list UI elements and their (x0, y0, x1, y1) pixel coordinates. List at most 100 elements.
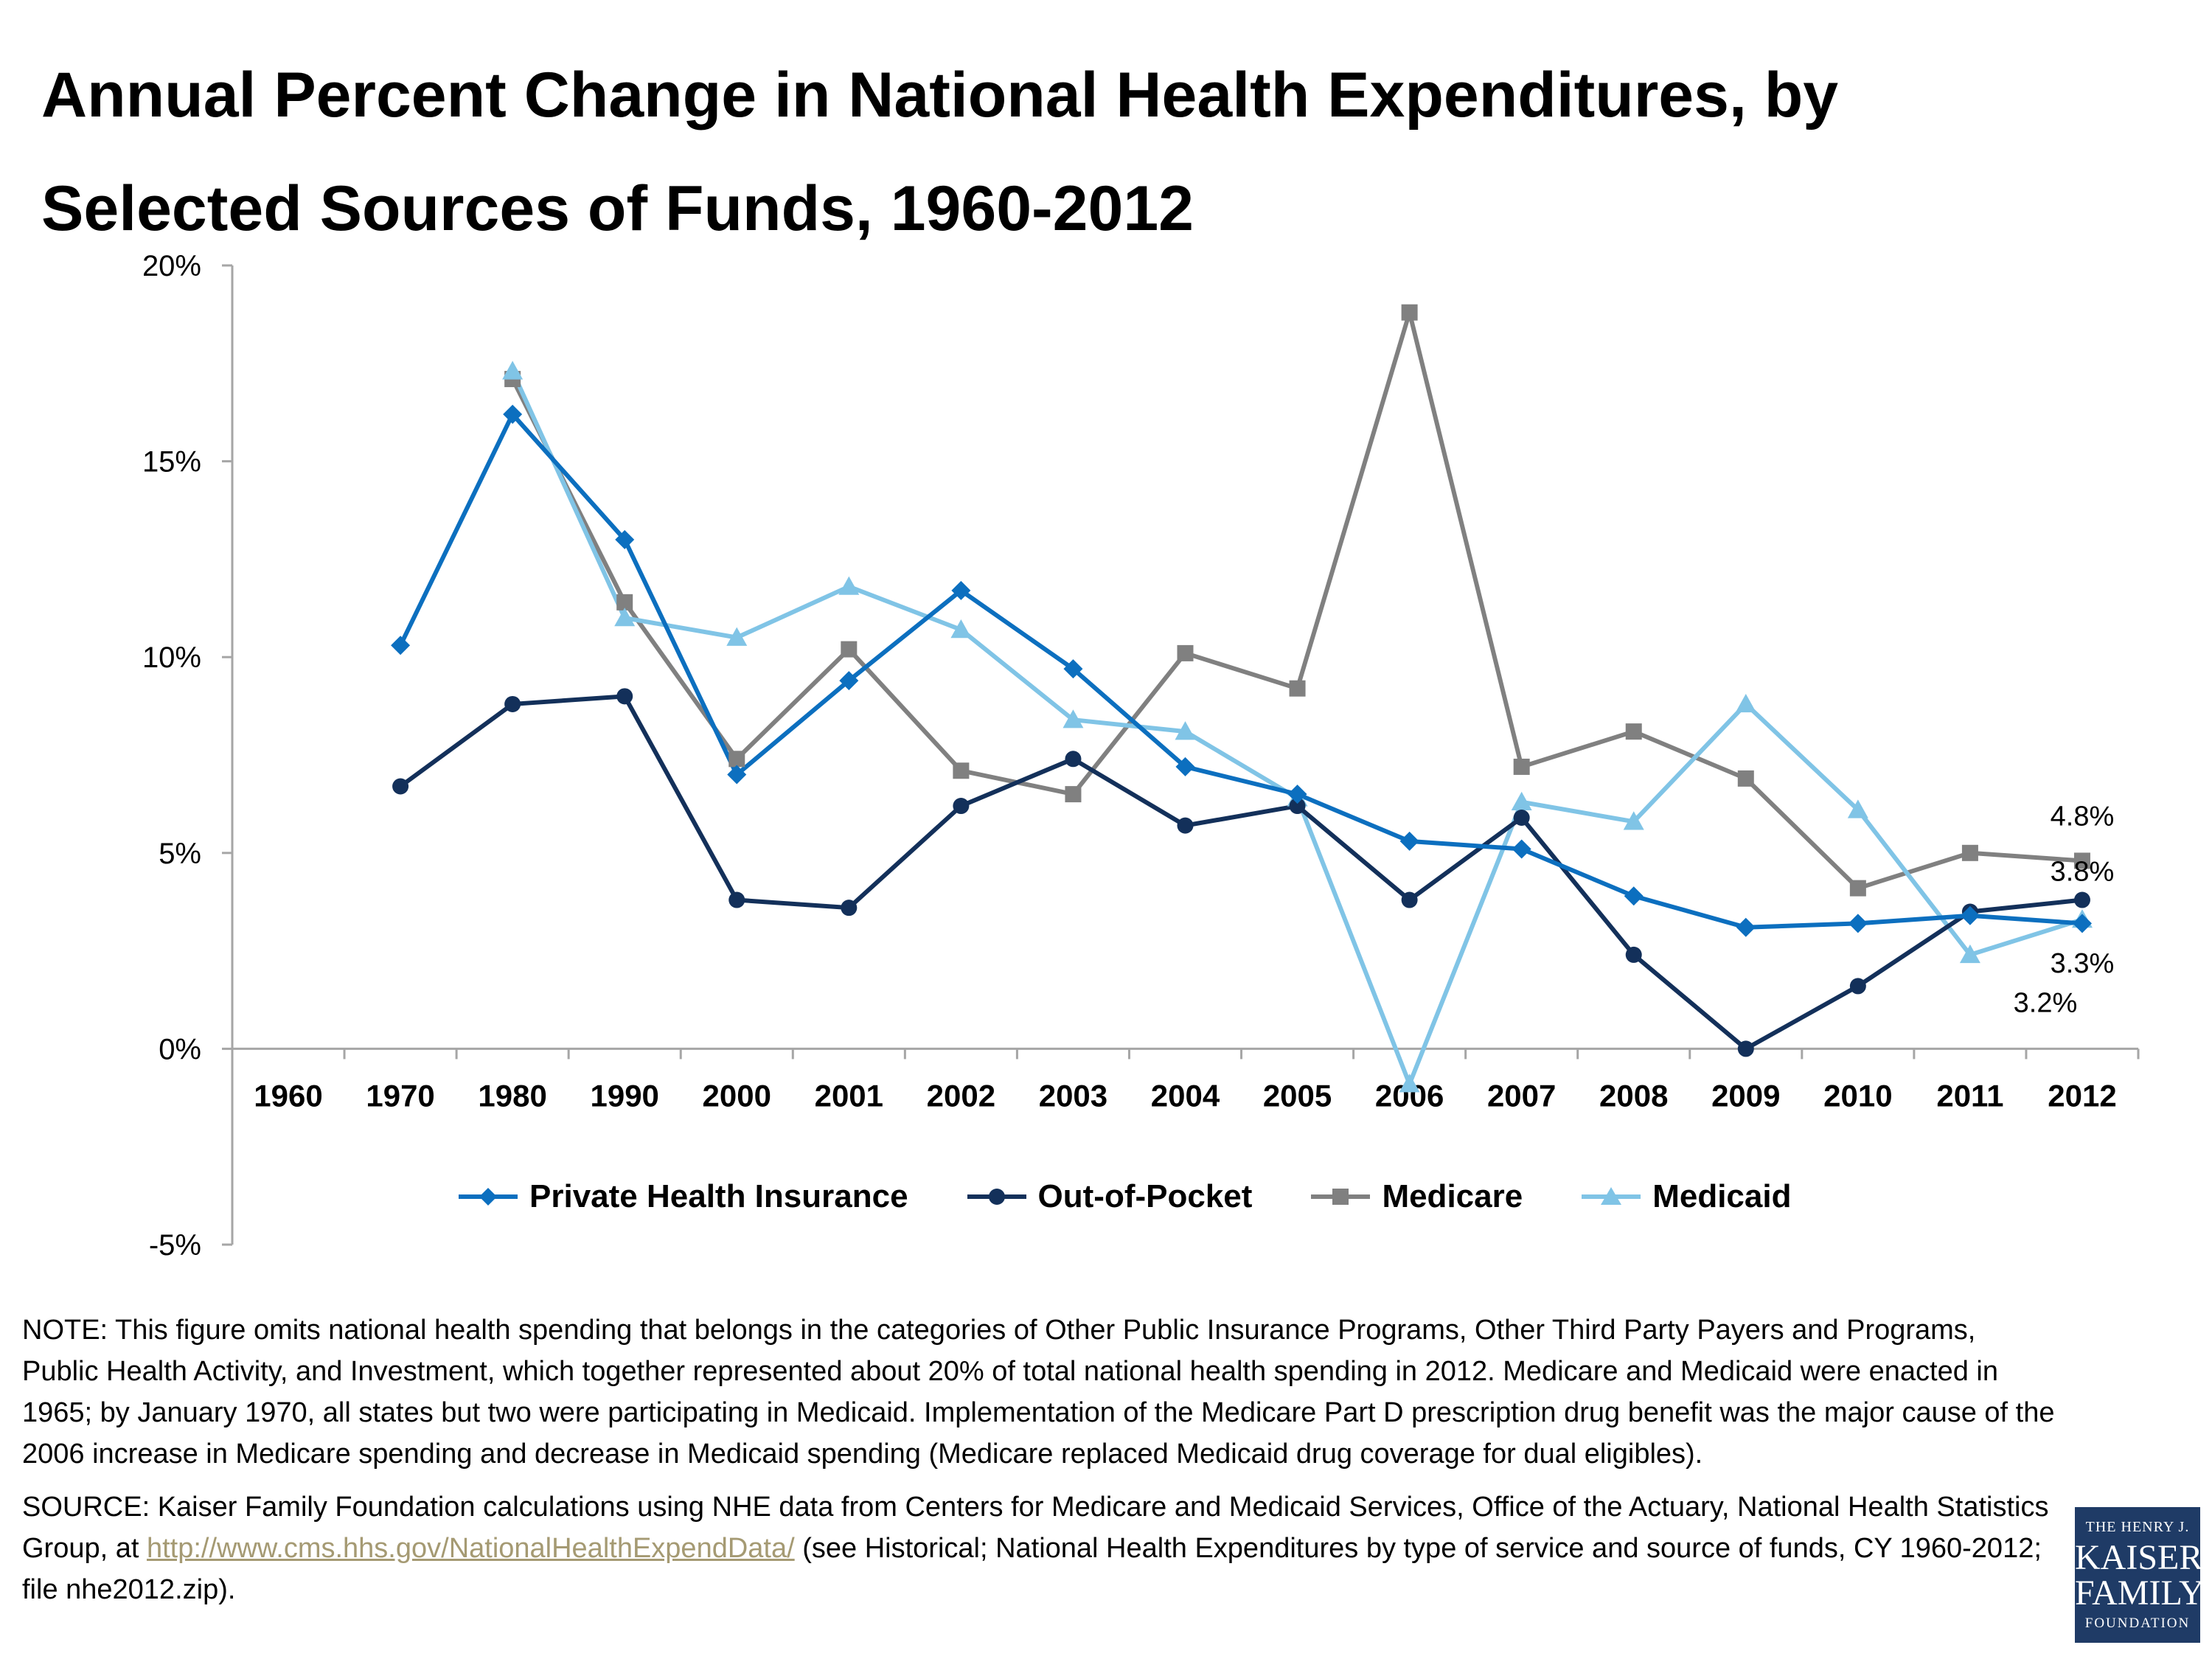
data-point-private-health-insurance (839, 671, 859, 691)
data-point-out-of-pocket (1737, 1040, 1754, 1057)
y-tick-label: 10% (142, 641, 201, 674)
series-line-out-of-pocket (399, 694, 2083, 1051)
y-tick-label: 15% (142, 446, 201, 479)
data-point-private-health-insurance (1736, 917, 1756, 937)
data-point-medicare (1513, 758, 1530, 775)
footnotes: NOTE: This figure omits national health … (22, 1310, 2057, 1622)
legend-item-out-of-pocket: Out-of-Pocket (966, 1178, 1253, 1215)
data-point-out-of-pocket (1065, 751, 1082, 768)
legend-label: Medicare (1382, 1178, 1523, 1214)
data-point-out-of-pocket (1401, 891, 1418, 908)
data-point-private-health-insurance (2072, 914, 2092, 933)
legend-swatch-medicare (1311, 1189, 1371, 1205)
legend-label: Out-of-Pocket (1037, 1178, 1253, 1214)
data-point-private-health-insurance (1175, 757, 1195, 776)
data-point-private-health-insurance (1624, 886, 1644, 906)
series-line-medicaid (510, 370, 2083, 1087)
x-tick-label: 2002 (927, 1078, 995, 1113)
data-point-out-of-pocket (953, 798, 970, 815)
data-point-private-health-insurance (1512, 839, 1531, 859)
data-point-private-health-insurance (391, 636, 411, 655)
data-point-medicaid (502, 361, 524, 380)
data-point-private-health-insurance (1063, 659, 1083, 679)
series-line-private-health-insurance (398, 411, 2083, 930)
data-label: 3.8% (2051, 857, 2115, 888)
legend-item-medicaid: Medicaid (1580, 1178, 1791, 1215)
data-point-medicaid (1735, 693, 1756, 713)
y-tick-label: 20% (142, 250, 201, 282)
data-point-medicaid (1511, 791, 1532, 810)
legend-label: Private Health Insurance (529, 1178, 908, 1214)
x-tick-label: 1990 (590, 1078, 658, 1113)
data-point-private-health-insurance (1287, 785, 1307, 804)
x-tick-label: 1980 (478, 1078, 546, 1113)
data-point-private-health-insurance (951, 580, 971, 600)
line-chart: 20% 15% 10% 5% 0% -5% 1960 1970 1980 1990 2000 2001… (142, 250, 2140, 1262)
data-point-out-of-pocket (1513, 809, 1530, 826)
data-point-out-of-pocket (392, 778, 409, 795)
x-tick-label: 2010 (1823, 1078, 1892, 1113)
data-point-private-health-insurance (1848, 914, 1868, 933)
data-point-medicare (1849, 880, 1866, 897)
data-point-private-health-insurance (1399, 831, 1419, 851)
source-suffix: (see Historical; National Health Expendi… (22, 1533, 2042, 1605)
legend-swatch-private-health-insurance (459, 1188, 518, 1206)
data-point-medicare (1961, 844, 1978, 861)
data-label: 3.2% (2014, 987, 2078, 1018)
data-point-medicaid (1062, 709, 1084, 728)
data-point-private-health-insurance (503, 404, 523, 424)
source-text: SOURCE: Kaiser Family Foundation calcula… (22, 1486, 2057, 1610)
data-point-medicaid (838, 576, 860, 595)
data-point-medicaid (614, 608, 636, 627)
x-tick-label: 2000 (703, 1078, 771, 1113)
x-tick-label: 2008 (1599, 1078, 1668, 1113)
source-prefix: SOURCE: Kaiser Family Foundation calcula… (22, 1492, 2049, 1564)
data-point-out-of-pocket (1625, 946, 1642, 963)
chart-title-line-2: Selected Sources of Funds, 1960-2012 (41, 173, 1194, 244)
data-point-medicare (2073, 852, 2090, 869)
x-tick-label: 2005 (1263, 1078, 1332, 1113)
logo-line-4: FOUNDATION (2084, 1615, 2191, 1631)
data-point-medicaid (950, 619, 972, 639)
data-point-medicare (1625, 723, 1642, 740)
data-point-medicaid (1847, 799, 1868, 818)
data-point-out-of-pocket (1289, 798, 1306, 815)
chart-title-line-1: Annual Percent Change in National Health… (41, 60, 1839, 131)
data-point-medicare (1737, 770, 1754, 787)
data-point-out-of-pocket (504, 695, 521, 712)
legend-item-medicare: Medicare (1310, 1178, 1523, 1215)
data-point-out-of-pocket (841, 900, 858, 917)
data-label: 3.3% (2051, 948, 2115, 979)
data-point-out-of-pocket (1177, 817, 1194, 834)
y-tick-label: -5% (149, 1229, 201, 1262)
y-tick-label: 5% (159, 838, 201, 870)
chart-title: Annual Percent Change in National Health… (41, 38, 2032, 265)
logo-line-2: KAISER (2075, 1538, 2203, 1577)
data-point-medicaid (1623, 811, 1644, 830)
kaiser-family-foundation-logo: THE HENRY J. KAISER FAMILY FOUNDATION (2075, 1507, 2205, 1643)
data-point-medicaid (1399, 1074, 1420, 1093)
y-tick-label: 0% (159, 1033, 201, 1065)
data-point-medicare (841, 641, 858, 658)
logo-line-1: THE HENRY J. (2085, 1519, 2190, 1535)
source-link[interactable]: http://www.cms.hhs.gov/NationalHealthExp… (146, 1533, 795, 1564)
data-point-medicare (1401, 304, 1418, 321)
data-point-medicaid (1959, 944, 1980, 964)
data-point-private-health-insurance (727, 765, 747, 785)
data-point-medicare (616, 594, 633, 611)
x-tick-label: 2007 (1487, 1078, 1556, 1113)
note-text: NOTE: This figure omits national health … (22, 1315, 2055, 1470)
data-point-medicare (728, 751, 745, 768)
x-tick-label: 2009 (1711, 1078, 1780, 1113)
legend-item-private-health-insurance: Private Health Insurance (457, 1178, 908, 1215)
logo-line-3: FAMILY (2075, 1573, 2205, 1613)
legend-swatch-out-of-pocket (967, 1189, 1026, 1205)
data-point-medicare (1289, 680, 1306, 697)
data-point-out-of-pocket (1849, 978, 1866, 995)
x-tick-label: 2011 (1936, 1078, 2003, 1113)
data-point-medicaid (1175, 721, 1196, 740)
data-point-medicaid (726, 627, 748, 646)
legend-label: Medicaid (1652, 1178, 1792, 1214)
x-tick-label: 1960 (254, 1078, 322, 1113)
data-point-out-of-pocket (2073, 891, 2090, 908)
